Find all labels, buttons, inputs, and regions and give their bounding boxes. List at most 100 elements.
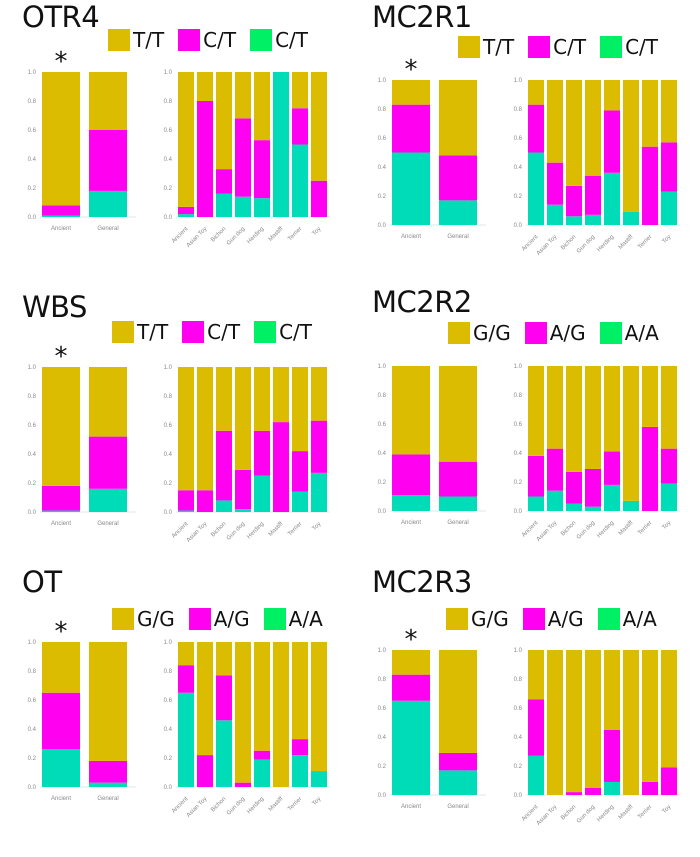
left-y-tick-label: 1.0 xyxy=(378,78,387,84)
left-y-tick-label: 0.0 xyxy=(28,215,37,221)
left-y-tick-label: 0.0 xyxy=(28,510,37,516)
legend-swatch xyxy=(524,322,547,344)
bar-segment-top-asian-toy xyxy=(197,642,213,756)
bar-segment-mid-bichon xyxy=(566,185,582,217)
bar-segment-bottom-herding xyxy=(254,198,270,217)
right-y-tick-label: 0.0 xyxy=(164,215,173,221)
right-y-tick-label: 0.2 xyxy=(514,480,523,486)
bar-segment-mid-asian-toy xyxy=(547,448,563,491)
right-y-tick-label: 0.8 xyxy=(164,394,173,400)
category-label: Mastiff xyxy=(268,796,285,813)
bar-segment-top-ancient xyxy=(178,367,194,491)
legend-swatch xyxy=(597,608,620,630)
bar-segment-bottom-herding xyxy=(254,475,270,512)
left-y-tick-label: 0.0 xyxy=(378,509,387,515)
gene-title: OT xyxy=(22,565,62,599)
bar-segment-bottom-gun-dog xyxy=(585,506,601,511)
bar-segment-top-toy xyxy=(311,642,327,772)
category-label: Herding xyxy=(596,234,615,253)
bar-segment-top-toy xyxy=(311,72,327,181)
bar-segment-top-toy xyxy=(661,366,677,449)
category-label: Terrier xyxy=(637,804,653,820)
category-label: General xyxy=(97,521,118,527)
category-label: Mastiff xyxy=(618,804,635,821)
legend-item: T/T xyxy=(112,320,168,344)
bar-segment-mid-general xyxy=(439,752,477,771)
stacked-bar-chart: 0.0 0.2 0.4 0.6 0.8 1.0 Ancient * General 0.0 0.2 0… xyxy=(28,342,330,544)
legend-label: C/T xyxy=(207,320,241,344)
right-y-tick-label: 0.0 xyxy=(514,223,523,229)
legend-label: T/T xyxy=(133,28,165,52)
legend: T/T C/T C/T xyxy=(112,320,326,344)
left-y-tick-label: 0.2 xyxy=(378,764,387,770)
right-y-tick-label: 1.0 xyxy=(514,648,523,654)
category-label: Asian Toy xyxy=(536,520,559,543)
bar-segment-bottom-mastiff xyxy=(623,500,639,511)
left-y-tick-label: 0.8 xyxy=(378,107,387,113)
category-label: Toy xyxy=(662,804,673,815)
bar-segment-mid-asian-toy xyxy=(197,490,213,512)
bar-segment-bottom-mastiff xyxy=(273,72,289,217)
bar-segment-top-mastiff xyxy=(273,367,289,423)
significance-marker: * xyxy=(405,625,418,655)
stacked-bar-chart: 0.0 0.2 0.4 0.6 0.8 1.0 Ancient * General 0.0 0.2 0… xyxy=(378,55,680,257)
bar-segment-mid-toy xyxy=(311,420,327,473)
bar-segment-top-ancient xyxy=(178,72,194,207)
bar-segment-bottom-herding xyxy=(604,484,620,511)
left-y-tick-label: 0.0 xyxy=(28,785,37,791)
bar-segment-mid-toy xyxy=(661,142,677,192)
bar-segment-top-terrier xyxy=(642,80,658,147)
bar-segment-mid-ancient xyxy=(528,455,544,497)
legend-label: A/A xyxy=(624,321,659,345)
category-label: Ancient xyxy=(51,226,71,232)
bar-segment-top-herding xyxy=(254,367,270,431)
category-label: General xyxy=(447,234,468,240)
bar-segment-mid-terrier xyxy=(292,108,308,145)
right-y-tick-label: 0.2 xyxy=(164,481,173,487)
bar-segment-mid-toy xyxy=(661,767,677,795)
bar-segment-mid-terrier xyxy=(292,451,308,492)
category-label: Terrier xyxy=(287,521,303,537)
left-y-tick-label: 0.4 xyxy=(378,165,387,171)
bar-segment-bottom-ancient xyxy=(528,496,544,511)
bar-segment-top-general xyxy=(439,80,477,156)
bar-segment-bottom-gun-dog xyxy=(585,214,601,225)
bar-segment-mid-gun-dog xyxy=(585,468,601,507)
panel-mc2r1: MC2R1 T/T C/T C/T 0.0 0.2 0.4 0.6 0.8 1.0 Ancient *… xyxy=(350,0,700,280)
category-label: Gun dog xyxy=(576,520,597,541)
bar-segment-top-ancient xyxy=(42,72,80,206)
category-label: General xyxy=(97,796,118,802)
bar-segment-bottom-herding xyxy=(254,759,270,787)
right-y-tick-label: 0.2 xyxy=(164,186,173,192)
bar-segment-top-mastiff xyxy=(623,366,639,501)
legend-swatch xyxy=(448,322,470,344)
legend-swatch xyxy=(528,36,551,58)
bar-segment-top-herding xyxy=(604,366,620,452)
right-y-tick-label: 0.2 xyxy=(514,764,523,770)
bar-segment-bottom-toy xyxy=(661,483,677,511)
category-label: Herding xyxy=(246,796,265,815)
bar-segment-mid-terrier xyxy=(642,426,658,511)
left-y-tick-label: 0.8 xyxy=(28,99,37,105)
legend-item: G/G xyxy=(112,607,175,631)
right-y-tick-label: 0.4 xyxy=(514,735,523,741)
bar-segment-bottom-general xyxy=(439,200,477,225)
right-y-tick-label: 1.0 xyxy=(164,70,173,76)
category-label: Ancient xyxy=(401,520,421,526)
legend-swatch xyxy=(188,608,211,630)
panel-ot: OT G/G A/G A/A 0.0 0.2 0.4 0.6 0.8 1.0 Ancient * Gen… xyxy=(0,565,350,845)
legend-item: A/G xyxy=(524,321,586,345)
category-label: Bichon xyxy=(560,234,577,251)
legend-label: G/G xyxy=(137,607,175,631)
legend: G/G A/G A/A xyxy=(448,321,673,345)
right-y-tick-label: 0.4 xyxy=(514,451,523,457)
category-label: Asian Toy xyxy=(186,226,209,249)
bar-segment-bottom-ancient xyxy=(392,700,430,795)
bar-segment-top-terrier xyxy=(642,650,658,782)
category-label: Mastiff xyxy=(618,234,635,251)
bar-segment-top-terrier xyxy=(292,367,308,452)
right-y-tick-label: 0.4 xyxy=(164,157,173,163)
right-y-tick-label: 0.6 xyxy=(164,128,173,134)
bar-segment-bottom-bichon xyxy=(566,503,582,511)
gene-title: MC2R2 xyxy=(372,285,472,319)
